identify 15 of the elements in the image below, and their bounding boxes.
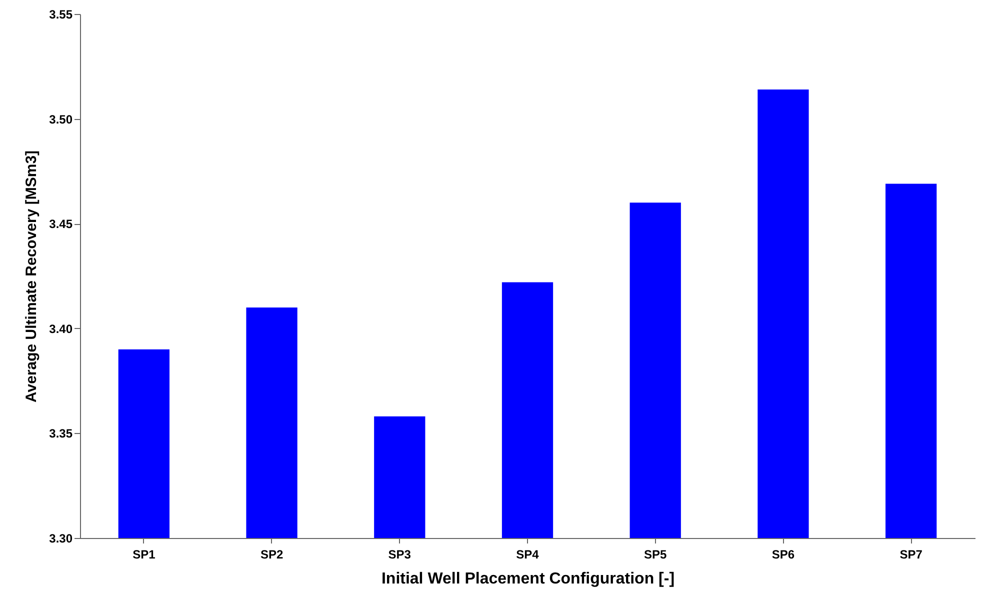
x-tick-label: SP5 <box>644 548 668 562</box>
y-tick-label: 3.45 <box>49 217 73 232</box>
y-tick-label: 3.40 <box>49 322 73 336</box>
y-axis-title: Average Ultimate Recovery [MSm3] <box>23 150 40 403</box>
x-tick-label: SP4 <box>516 548 540 562</box>
x-tick-label: SP1 <box>132 548 156 562</box>
y-tick-label: 3.35 <box>49 426 73 441</box>
x-tick-label: SP6 <box>772 548 795 562</box>
x-tick-label: SP7 <box>900 548 923 562</box>
y-tick-label: 3.30 <box>49 532 73 546</box>
y-tick-label: 3.50 <box>49 112 73 126</box>
x-axis-title: Initial Well Placement Configuration [-] <box>381 570 675 588</box>
x-tick-label: SP3 <box>388 548 412 562</box>
x-tick-label: SP2 <box>260 548 284 562</box>
y-tick-label: 3.55 <box>49 8 73 22</box>
